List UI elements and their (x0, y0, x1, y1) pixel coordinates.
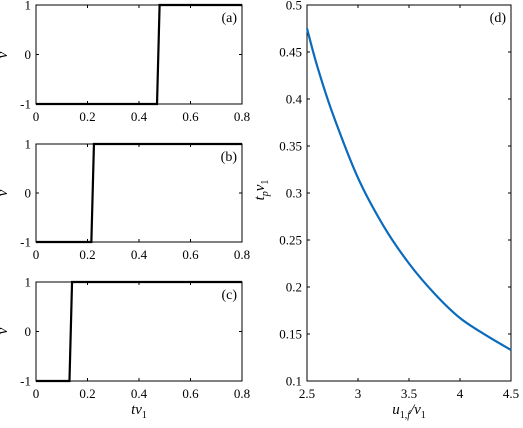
panel-d-xlabel: u1,f/v1 (392, 402, 426, 421)
panel-c-xlabel: tv1 (131, 402, 147, 421)
panel-d-xtick-label: 4 (457, 386, 464, 401)
panel-d-xtick-label: 4.5 (503, 386, 519, 401)
panel-d-tag: (d) (490, 11, 507, 26)
panel-a-ytick-label: -1 (20, 97, 31, 112)
panel-c-ylabel: v (0, 327, 11, 334)
panel-d-ylabel: tpv1 (252, 180, 271, 201)
panel-c-xtick-label: 0.8 (234, 386, 250, 401)
panel-d-ytick-label: 0.15 (279, 327, 302, 342)
panel-d-ytick-label: 0.1 (286, 374, 302, 389)
panel-c-frame (35, 281, 243, 382)
panel-d-xtick-label: 3 (355, 386, 362, 401)
panel-a: (a) v 00.20.40.60.8-101 (0, 0, 250, 124)
panel-a-xtick-label: 0.2 (79, 109, 95, 124)
panel-b-tag: (b) (221, 150, 238, 165)
panel-d-ytick-label: 0.2 (286, 280, 302, 295)
panel-b-xtick-label: 0 (33, 247, 40, 262)
panel-a-frame (35, 4, 243, 105)
panel-c: (c) v tv1 00.20.40.60.8-101 (0, 275, 250, 422)
panel-b-xtick-label: 0.8 (234, 247, 250, 262)
panel-b-ytick-label: 1 (25, 137, 32, 152)
panel-c-ytick-label: 1 (25, 275, 32, 290)
panel-a-xtick-label: 0 (33, 109, 40, 124)
panel-b-ytick-label: -1 (20, 235, 31, 250)
panel-a-ylabel: v (0, 51, 11, 58)
panel-a-xtick-label: 0.6 (182, 109, 199, 124)
panel-d: (d) tpv1 u1,f/v1 2.5 3 3.5 4 4.5 0.1 0.15 0.2 0.… (252, 0, 519, 421)
panel-d-frame (306, 4, 512, 382)
panel-c-series-line (36, 280, 242, 383)
panel-d-ytick-label: 0.4 (286, 92, 303, 107)
panel-b-ylabel: v (0, 189, 11, 196)
panel-b-xtick-label: 0.6 (182, 247, 199, 262)
panel-c-ytick-label: 0 (25, 324, 32, 339)
panel-d-ytick-label: 0.35 (279, 139, 302, 154)
panel-a-ytick-label: 0 (25, 47, 32, 62)
panel-a-xtick-label: 0.4 (131, 109, 148, 124)
panel-a-tag: (a) (221, 11, 237, 26)
panel-b-series-line (36, 142, 242, 244)
panel-c-tag: (c) (221, 288, 237, 303)
panel-c-xtick-label: 0.6 (182, 386, 199, 401)
panel-c-xtick-label: 0 (33, 386, 40, 401)
panel-a-xtick-label: 0.8 (234, 109, 250, 124)
panel-d-xtick-label: 2.5 (299, 386, 315, 401)
panel-d-ytick-label: 0.45 (279, 45, 302, 60)
panel-b: (b) v 00.20.40.60.8-101 (0, 137, 250, 263)
panel-b-xtick-label: 0.2 (79, 247, 95, 262)
panel-c-xtick-label: 0.4 (131, 386, 148, 401)
panel-a-series-line (36, 3, 242, 106)
panel-c-xtick-label: 0.2 (79, 386, 95, 401)
panel-d-xtick-label: 3.5 (401, 386, 417, 401)
panel-d-series-line (305, 28, 512, 351)
panel-b-ytick-label: 0 (25, 186, 32, 201)
panel-d-ytick-label: 0.25 (279, 233, 302, 248)
panel-b-frame (35, 143, 243, 243)
panel-d-ytick-label: 0.3 (286, 186, 302, 201)
panel-c-ytick-label: -1 (20, 374, 31, 389)
panel-d-ytick-label: 0.5 (286, 0, 302, 13)
panel-a-ytick-label: 1 (25, 0, 32, 13)
panel-b-xtick-label: 0.4 (131, 247, 148, 262)
